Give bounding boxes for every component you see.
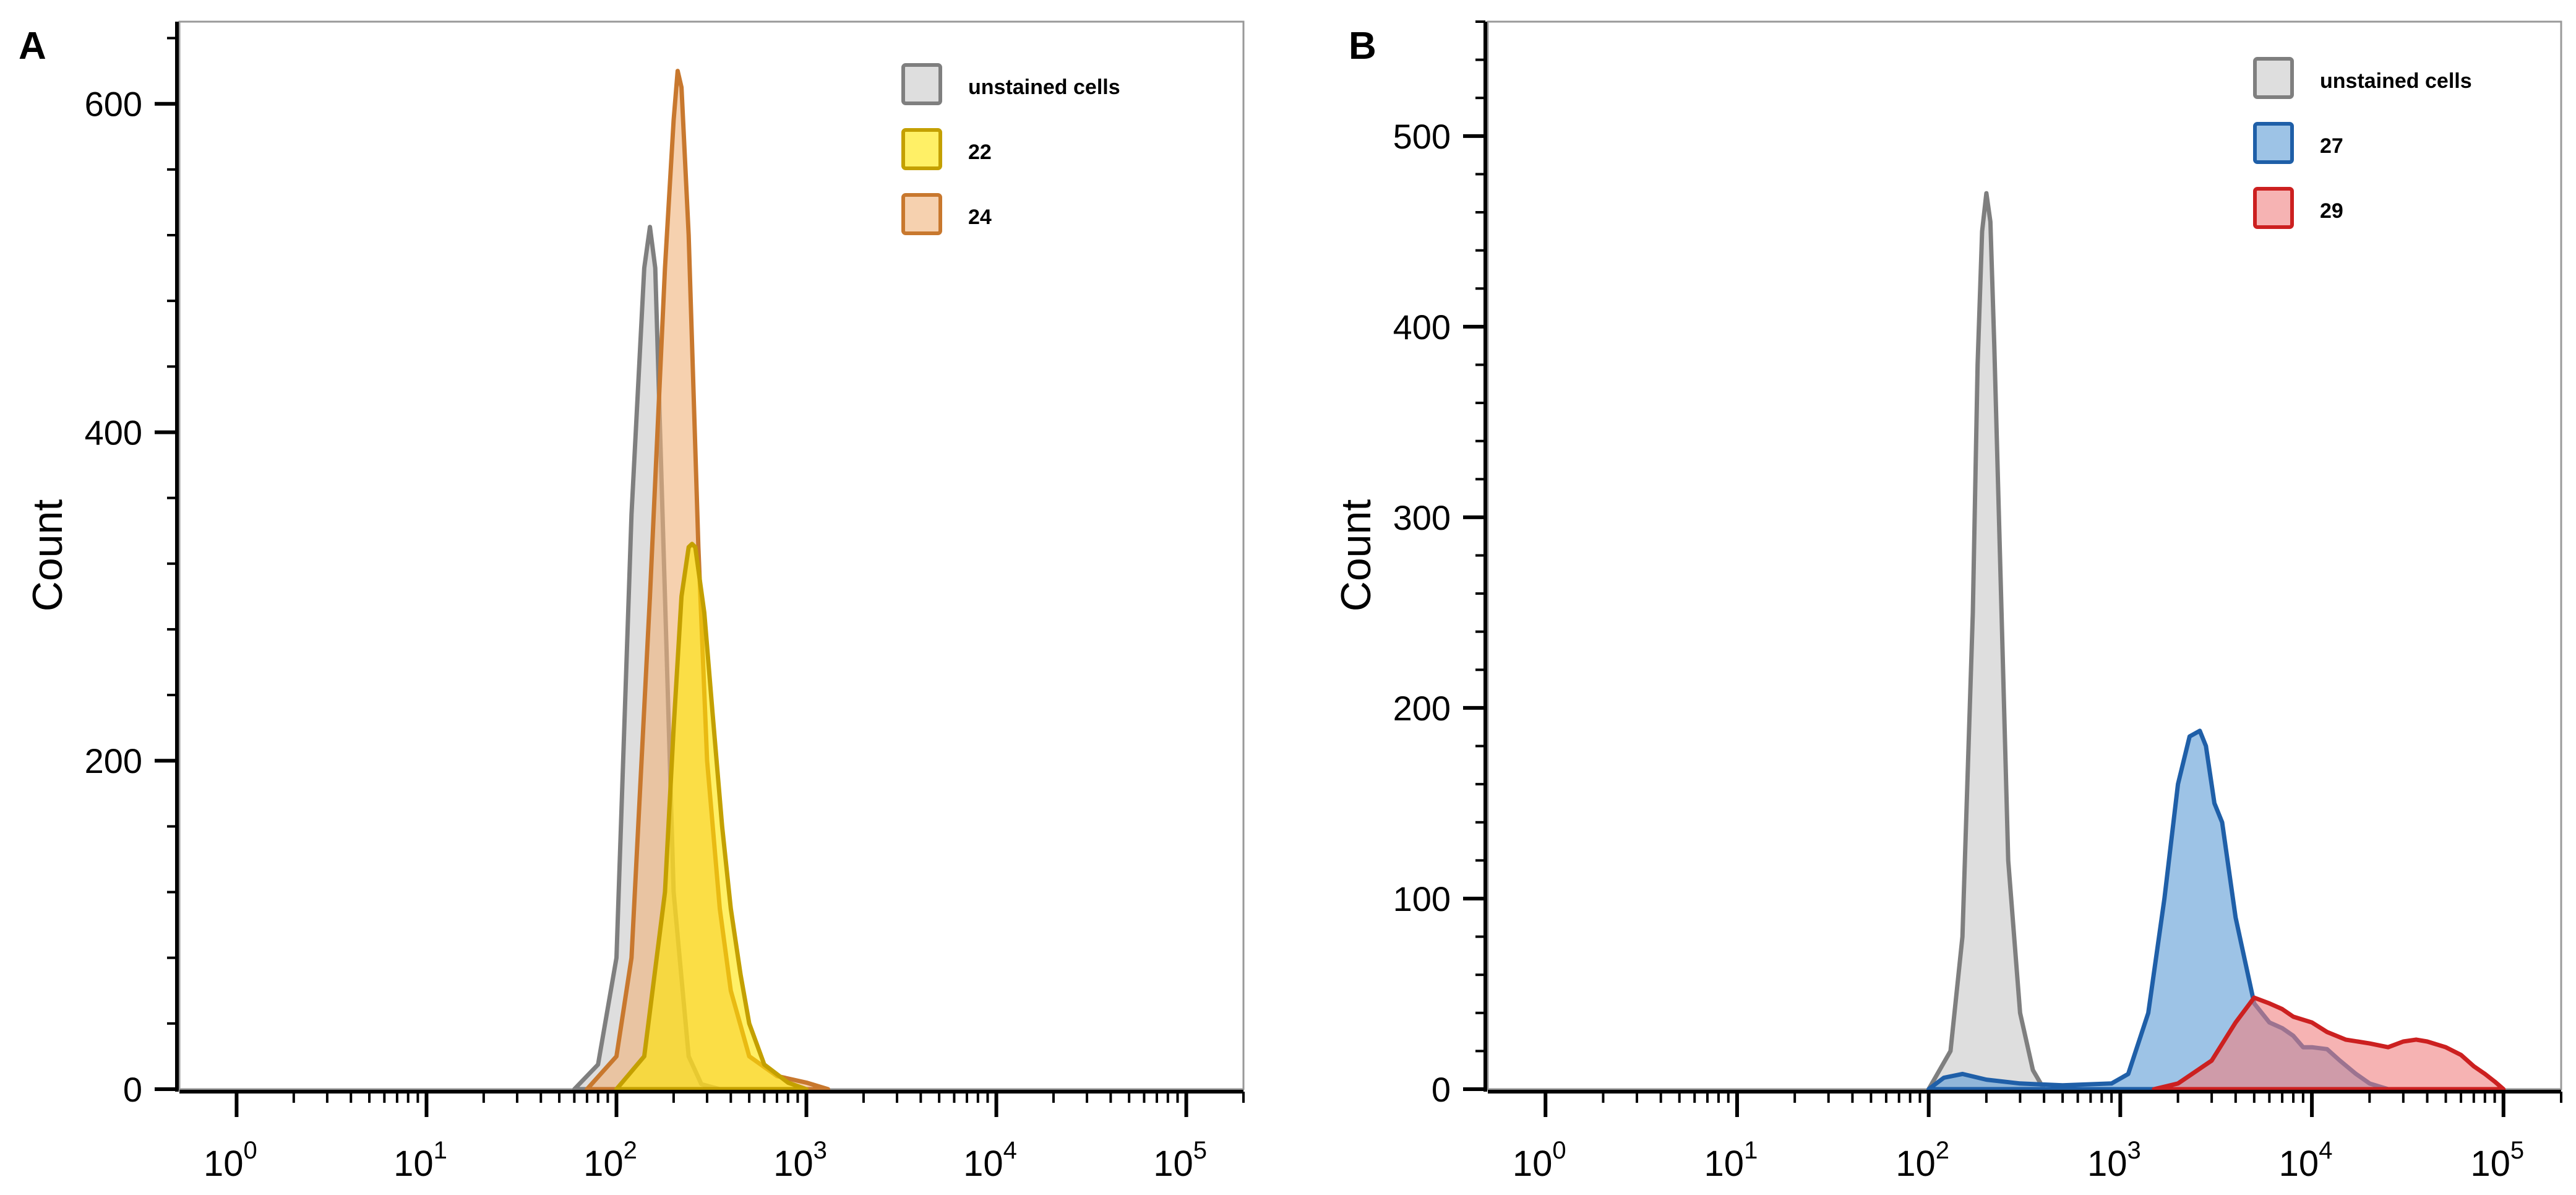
y-tick-label: 600: [85, 85, 142, 124]
legend-swatch: [2253, 57, 2294, 99]
y-tick-label: 0: [1432, 1070, 1451, 1109]
x-tick-label: 104: [963, 1137, 1017, 1184]
legend-swatch: [2253, 122, 2294, 164]
legend-swatch: [2253, 187, 2294, 229]
y-tick-label: 200: [1393, 689, 1451, 728]
x-tick-label: 102: [583, 1137, 637, 1184]
y-tick-label: 100: [1393, 879, 1451, 918]
legend-swatch: [901, 63, 942, 105]
series-area-29: [2152, 995, 2506, 1092]
legend: unstained cells 27 29: [2253, 57, 2472, 229]
y-axis-title: Count: [24, 499, 71, 612]
y-tick-label: 200: [85, 741, 142, 780]
legend-label: unstained cells: [2320, 69, 2472, 93]
series-area-22: [614, 541, 809, 1092]
y-tick-label: 300: [1393, 498, 1451, 537]
x-tick-label: 102: [1896, 1137, 1949, 1184]
x-tick-label: 100: [204, 1137, 257, 1184]
y-tick-label: 0: [123, 1070, 142, 1109]
y-axis-title: Count: [1333, 499, 1380, 612]
y-tick-label: 500: [1393, 117, 1451, 156]
legend-label: 29: [2320, 199, 2343, 223]
x-tick-label: 103: [2087, 1137, 2141, 1184]
x-tick-label: 105: [2470, 1137, 2524, 1184]
panel-b: 100 101 102 103 104 105 0 100 200 300 400 500 Count B…: [1333, 20, 2562, 1184]
x-tick-label: 101: [393, 1137, 447, 1184]
legend-label: 27: [2320, 134, 2343, 158]
y-tick-label: 400: [1393, 308, 1451, 347]
legend-label: 24: [968, 205, 992, 229]
panel-a: 100 101 102 103 104 105 0 200 400 600 Count Aunstai…: [19, 20, 1245, 1184]
legend-swatch: [901, 128, 942, 170]
legend: unstained cells 22 24: [901, 63, 1120, 235]
x-tick-label: 101: [1704, 1137, 1758, 1184]
x-tick-label: 103: [773, 1137, 827, 1184]
legend-swatch: [901, 193, 942, 235]
plot-frame: [1487, 20, 2562, 1090]
legend-label: unstained cells: [968, 75, 1120, 99]
panel-label: B: [1349, 25, 1376, 67]
series-area-unstained-cells: [1926, 191, 2046, 1092]
panel-label: A: [19, 25, 46, 67]
legend-label: 22: [968, 140, 992, 164]
x-tick-label: 104: [2279, 1137, 2333, 1184]
x-tick-label: 100: [1513, 1137, 1566, 1184]
x-tick-label: 105: [1153, 1137, 1207, 1184]
y-tick-label: 400: [85, 413, 142, 452]
